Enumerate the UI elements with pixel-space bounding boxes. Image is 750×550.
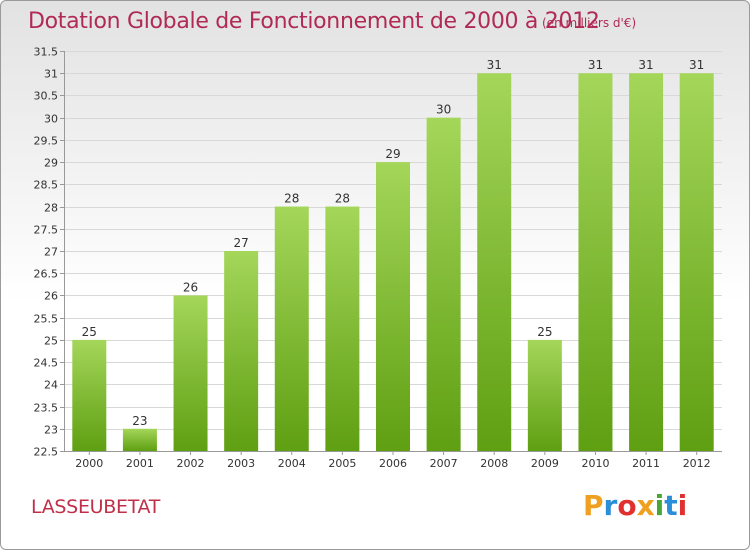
bar-value-label: 31 xyxy=(638,58,653,72)
x-tick-label: 2003 xyxy=(227,457,255,470)
bar xyxy=(325,206,360,451)
logo-letter: i xyxy=(654,489,665,522)
bar xyxy=(376,162,410,451)
y-tick-label: 29.5 xyxy=(34,135,59,148)
bar xyxy=(72,339,107,451)
bar-value-label: 30 xyxy=(436,103,451,117)
bar xyxy=(679,73,714,451)
x-tick-label: 2005 xyxy=(328,457,356,470)
x-tick-label: 2006 xyxy=(379,457,407,470)
y-tick-label: 29 xyxy=(44,157,58,170)
logo-letter: x xyxy=(636,489,655,522)
chart-title: Dotation Globale de Fonctionnement de 20… xyxy=(28,9,600,34)
x-tick-label: 2004 xyxy=(278,457,306,470)
axes: 22.5 23 23.5 24 24.5 25 25.5 26 26.5 27 27.5 28 28.5… xyxy=(34,46,722,470)
bar-value-label: 27 xyxy=(234,236,249,250)
logo-letter: o xyxy=(617,489,637,522)
y-tick-label: 23 xyxy=(44,424,58,437)
y-tick-label: 31 xyxy=(44,68,58,81)
logo-letter: t xyxy=(664,489,678,522)
bar xyxy=(274,206,309,451)
bar xyxy=(477,73,512,451)
proxiti-logo[interactable]: Proxiti xyxy=(583,489,687,522)
bar-value-label: 31 xyxy=(588,58,603,72)
y-tick-label: 30.5 xyxy=(34,90,59,103)
x-tick-label: 2008 xyxy=(480,457,508,470)
y-tick-label: 30 xyxy=(44,113,58,126)
y-tick-label: 25.5 xyxy=(34,313,59,326)
y-tick-label: 24.5 xyxy=(34,357,59,370)
bar-value-label: 26 xyxy=(183,280,198,294)
x-tick-label: 2012 xyxy=(683,457,711,470)
bar xyxy=(122,428,157,451)
y-tick-label: 27 xyxy=(44,246,58,259)
logo-letter: r xyxy=(603,489,618,522)
logo-letter: P xyxy=(583,489,604,522)
bar xyxy=(527,339,562,451)
y-tick-label: 22.5 xyxy=(34,446,59,459)
y-tick-label: 24 xyxy=(44,379,58,392)
bar-value-label: 29 xyxy=(385,147,400,161)
commune-name: LASSEUBETAT xyxy=(31,496,161,518)
bars: 25 23 26 27 28 28 29 30 31 25 31 31 31 xyxy=(72,58,714,452)
bar xyxy=(426,117,461,452)
bar-value-label: 25 xyxy=(82,325,97,339)
y-tick-label: 28 xyxy=(44,202,58,215)
x-tick-label: 2009 xyxy=(531,457,559,470)
x-tick-label: 2002 xyxy=(177,457,205,470)
y-tick-label: 31.5 xyxy=(34,46,59,59)
y-tick-label: 28.5 xyxy=(34,179,59,192)
y-tick-label: 23.5 xyxy=(34,402,59,415)
bar-value-label: 31 xyxy=(689,58,704,72)
x-tick-label: 2001 xyxy=(126,457,154,470)
bar-value-label: 28 xyxy=(335,192,350,206)
x-tick-label: 2007 xyxy=(430,457,458,470)
logo-letter: i xyxy=(677,489,688,522)
y-tick-label: 25 xyxy=(44,335,58,348)
x-tick-label: 2010 xyxy=(581,457,609,470)
bar-value-label: 25 xyxy=(537,325,552,339)
bar-value-label: 23 xyxy=(132,414,147,428)
chart-subtitle: (en milliers d'€) xyxy=(542,16,637,30)
y-tick-label: 27.5 xyxy=(34,224,59,237)
bar xyxy=(578,73,613,451)
bar xyxy=(224,251,259,451)
x-tick-label: 2000 xyxy=(75,457,103,470)
y-tick-label: 26 xyxy=(44,290,58,303)
bar-value-label: 31 xyxy=(487,58,502,72)
bar xyxy=(173,295,208,451)
bar-value-label: 28 xyxy=(284,192,299,206)
bar xyxy=(629,73,664,451)
y-tick-label: 26.5 xyxy=(34,268,59,281)
x-tick-label: 2011 xyxy=(632,457,660,470)
